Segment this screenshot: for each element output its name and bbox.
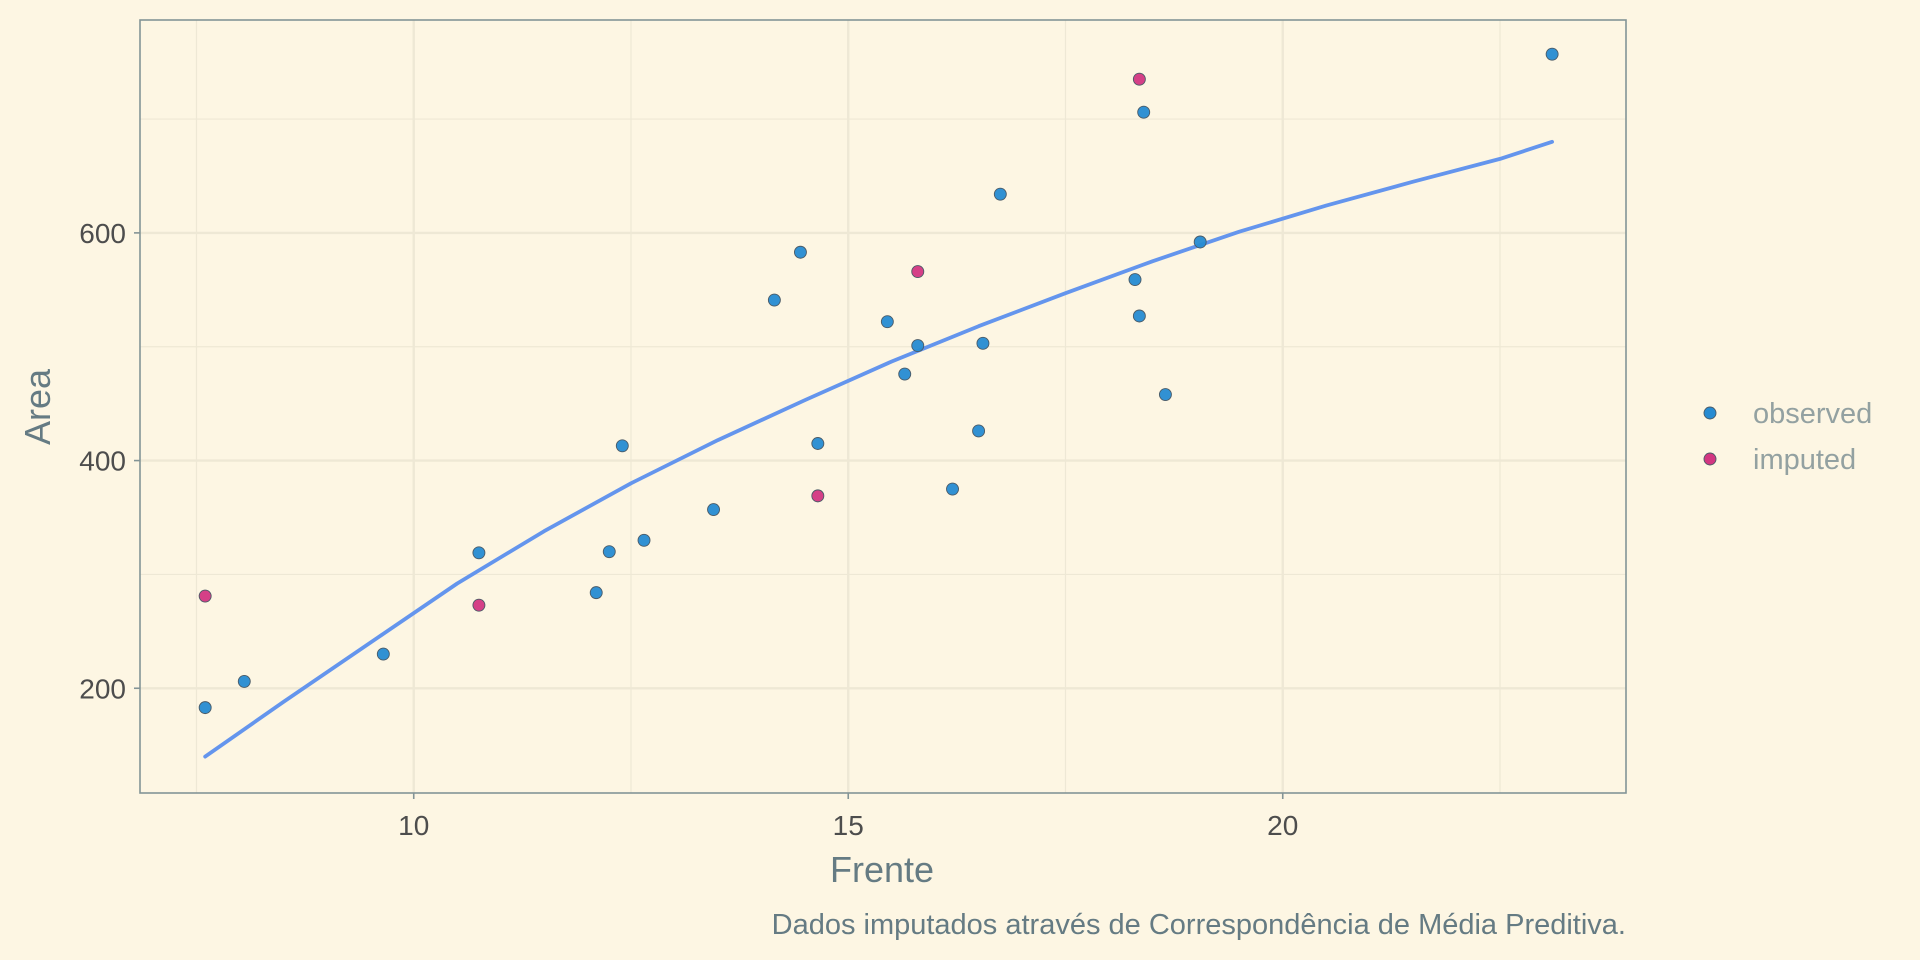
x-tick-label: 20 <box>1267 810 1298 841</box>
observed-point <box>376 647 390 661</box>
y-tick-label: 400 <box>79 446 126 477</box>
observed-point <box>589 586 603 600</box>
chart-caption: Dados imputados através de Correspondênc… <box>772 909 1626 941</box>
imputed-point <box>472 598 486 612</box>
observed-point <box>472 546 486 560</box>
x-tick-label: 15 <box>833 810 864 841</box>
imputed-point <box>198 589 212 603</box>
smooth-trend-line <box>203 139 1554 759</box>
legend-label-observed: observed <box>1753 398 1872 430</box>
observed-point <box>911 339 925 353</box>
observed-point <box>615 439 629 453</box>
observed-point <box>1545 47 1559 61</box>
imputed-point <box>1132 72 1146 86</box>
smooth-line-layer <box>203 139 1554 759</box>
y-axis-title: Area <box>17 368 58 445</box>
observed-point <box>767 293 781 307</box>
observed-point <box>811 437 825 450</box>
observed-point <box>198 701 212 715</box>
panel-border <box>139 19 1627 794</box>
y-tick-label: 600 <box>79 218 126 249</box>
y-axis-ticks: 200 400 600 <box>79 218 140 704</box>
legend-label-imputed: imputed <box>1753 444 1856 476</box>
observed-point <box>880 315 894 329</box>
observed-point <box>1158 388 1172 401</box>
observed-point <box>972 424 986 438</box>
y-tick-label: 200 <box>79 673 126 704</box>
observed-point <box>793 245 807 259</box>
imputed-point <box>811 489 825 503</box>
x-tick-label: 10 <box>398 810 429 841</box>
observed-point <box>898 367 912 381</box>
legend-key-imputed <box>1703 452 1717 466</box>
observed-point <box>946 482 959 496</box>
observed-point <box>1132 309 1146 323</box>
points-layer <box>198 47 1559 715</box>
observed-point <box>707 503 720 516</box>
legend-key-observed <box>1703 406 1717 420</box>
minor-gridlines <box>140 20 1626 793</box>
legend: observed imputed <box>1703 398 1872 476</box>
observed-point <box>993 187 1007 201</box>
observed-point <box>1128 273 1142 287</box>
observed-point <box>1193 235 1207 249</box>
major-gridlines <box>140 20 1626 793</box>
x-axis-ticks: 10 15 20 <box>398 793 1298 841</box>
observed-point <box>237 674 251 688</box>
observed-point <box>1137 105 1151 119</box>
imputed-point <box>911 265 925 279</box>
observed-point <box>602 545 616 559</box>
observed-point <box>637 533 651 547</box>
observed-point <box>976 336 990 350</box>
x-axis-title: Frente <box>830 849 934 890</box>
